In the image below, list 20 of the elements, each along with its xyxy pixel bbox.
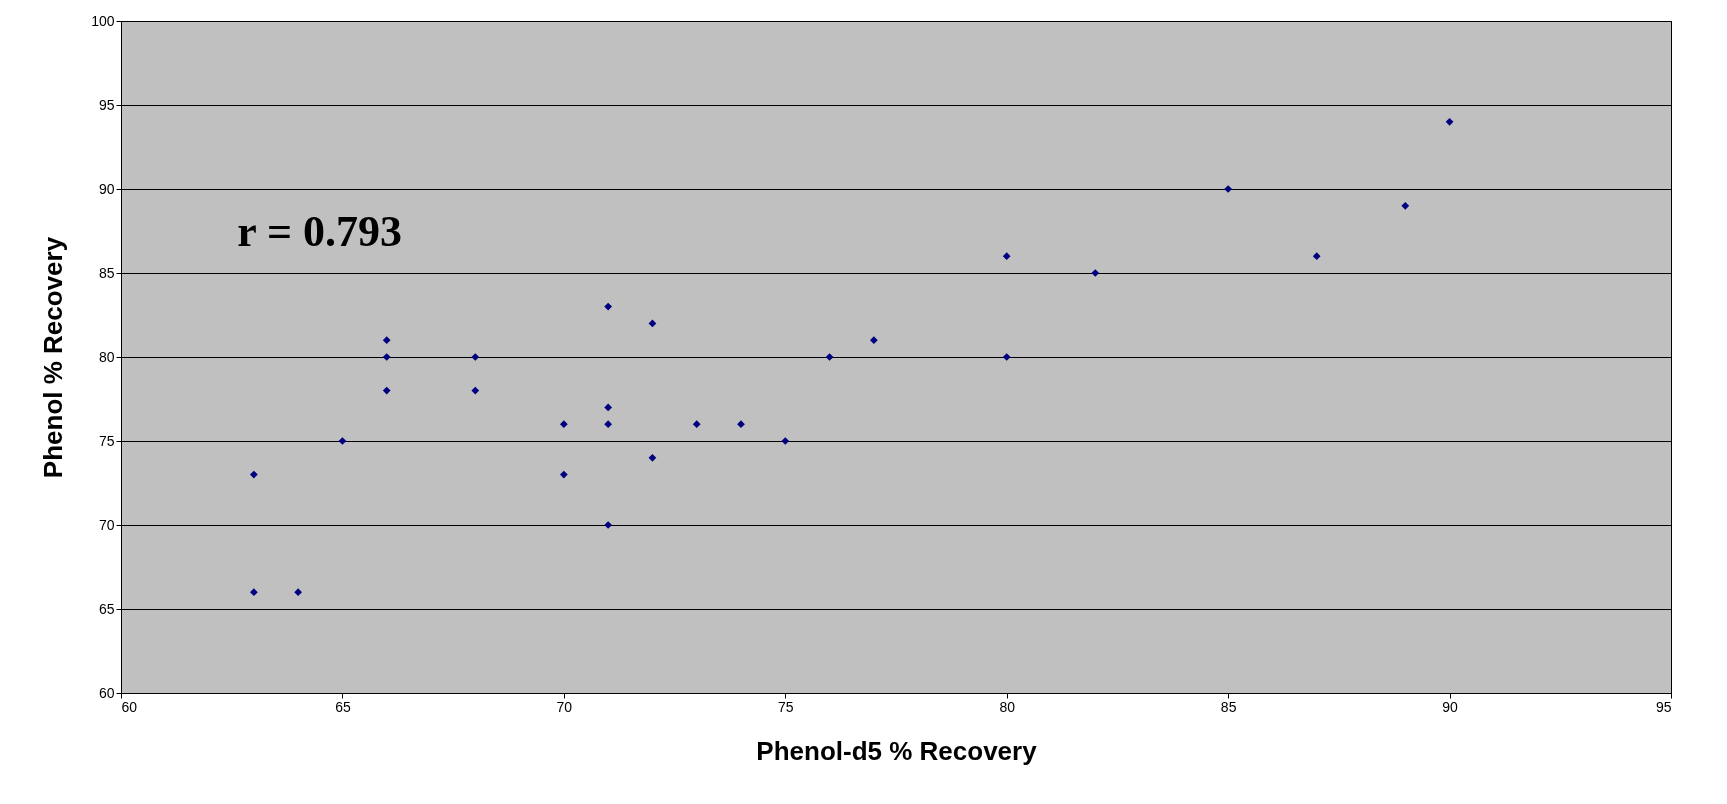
y-tick-label: 75 [98,432,115,449]
y-tick-label: 80 [98,348,115,365]
y-tick-label: 65 [98,600,115,617]
x-tick-label: 65 [335,698,351,715]
y-tick-label: 85 [98,264,115,281]
y-tick-label: 70 [98,516,115,533]
x-tick-label: 80 [999,698,1016,715]
y-tick-label: 90 [98,180,115,197]
annotation: r = 0.793 [237,206,403,256]
x-tick-label: 60 [121,698,138,715]
y-tick-label: 60 [98,684,115,701]
x-tick-label: 70 [556,698,573,715]
y-tick-label: 100 [91,12,115,29]
x-tick-label: 90 [1442,698,1459,715]
x-axis-title: Phenol-d5 % Recovery [756,735,1038,766]
y-axis-title: Phenol % Recovery [38,236,69,479]
x-tick-label: 85 [1220,698,1237,715]
x-tick-label: 75 [778,698,794,715]
x-tick-label: 95 [1655,698,1672,715]
y-tick-label: 95 [98,96,115,113]
